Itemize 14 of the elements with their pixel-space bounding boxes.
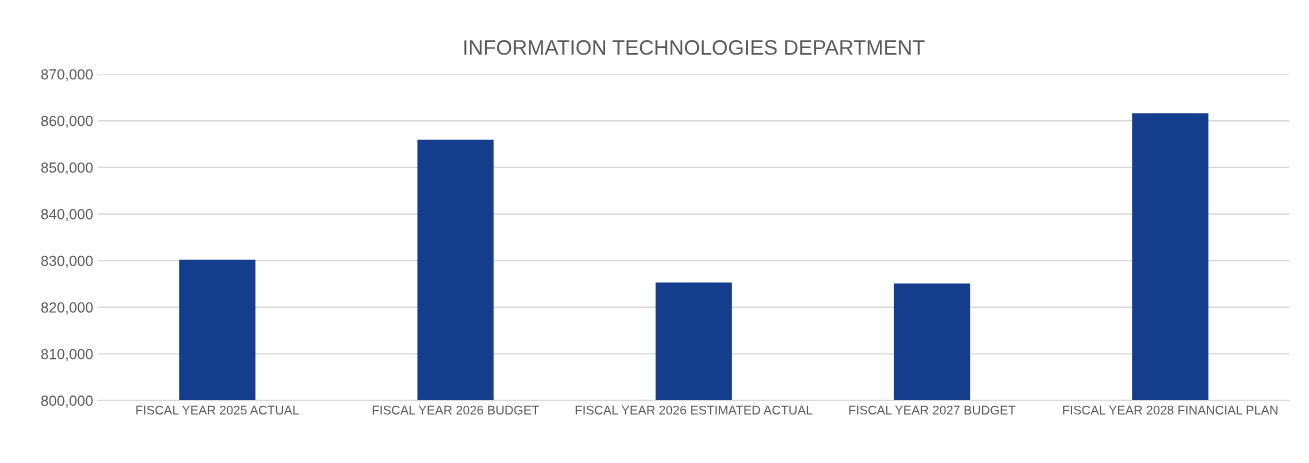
y-tick-label: 870,000: [41, 69, 93, 82]
y-tick-label: 820,000: [41, 302, 93, 315]
x-tick-label: FISCAL YEAR 2027 BUDGET: [849, 405, 1016, 415]
y-tick-label: 860,000: [41, 115, 93, 128]
x-tick-label: FISCAL YEAR 2025 ACTUAL: [136, 405, 299, 415]
y-tick-label: 840,000: [41, 209, 93, 222]
x-tick-label: FISCAL YEAR 2028 FINANCIAL PLAN: [1063, 405, 1278, 415]
x-tick-label: FISCAL YEAR 2026 ESTIMATED ACTUAL: [575, 405, 813, 415]
x-tick-label: FISCAL YEAR 2026 BUDGET: [372, 405, 539, 415]
y-tick-label: 800,000: [41, 395, 93, 408]
y-tick-label: 850,000: [41, 162, 93, 175]
y-tick-label: 810,000: [41, 348, 93, 362]
chart-title: INFORMATION TECHNOLOGIES DEPARTMENT: [464, 40, 925, 55]
y-tick-label: 830,000: [41, 255, 93, 268]
